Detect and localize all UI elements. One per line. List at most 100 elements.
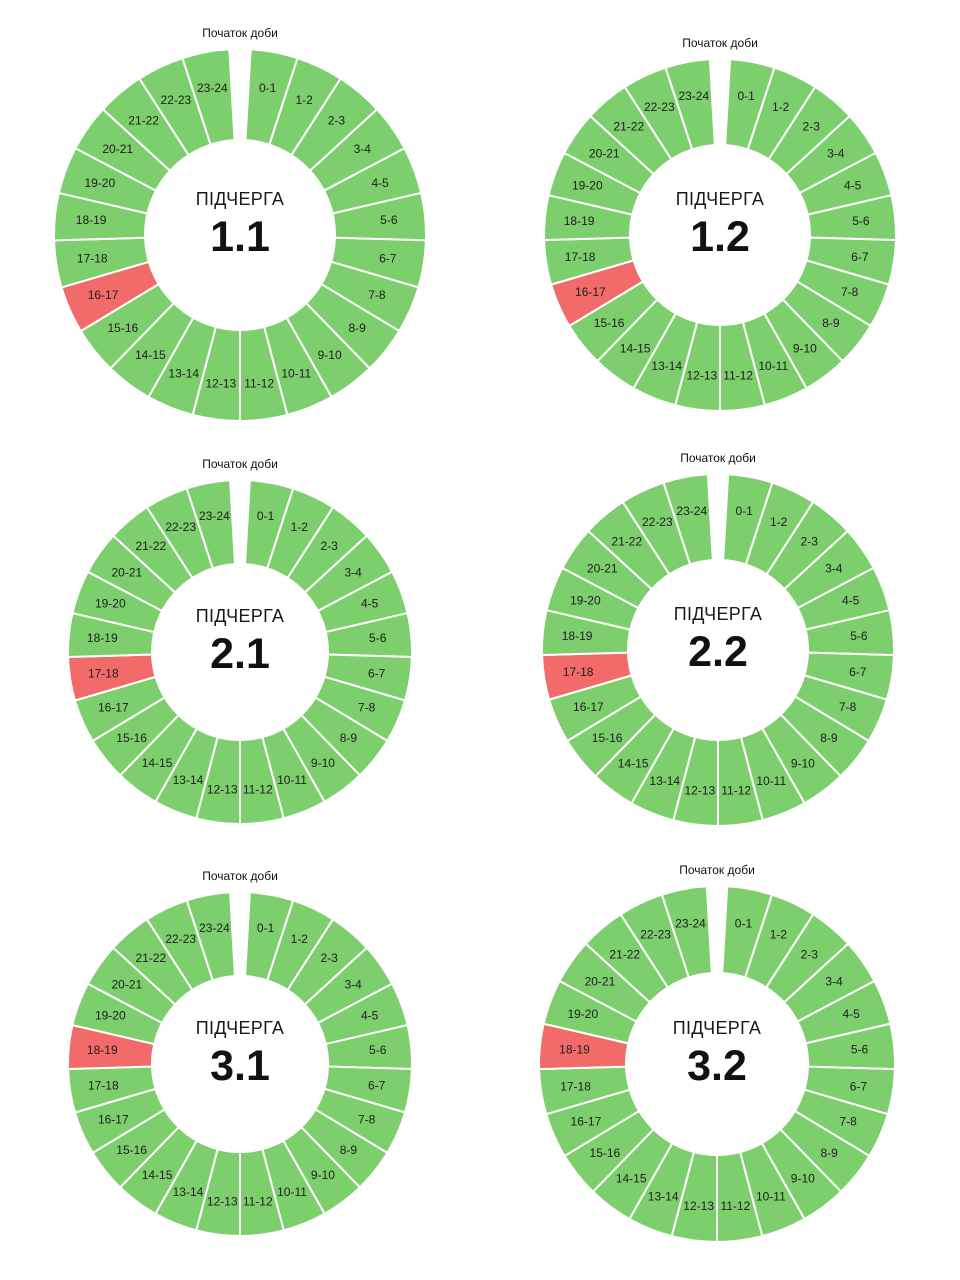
hour-label: 5-6 (369, 1043, 387, 1057)
hour-label: 14-15 (618, 756, 649, 770)
hour-label: 17-18 (565, 250, 596, 264)
hour-label: 19-20 (570, 594, 601, 608)
subqueue-number: 3.2 (687, 1042, 747, 1090)
hour-label: 15-16 (594, 316, 625, 330)
hour-label: 19-20 (95, 597, 126, 611)
hour-label: 8-9 (340, 1143, 358, 1157)
hour-label: 19-20 (572, 179, 603, 193)
hour-label: 10-11 (756, 1190, 786, 1204)
hour-label: 20-21 (585, 975, 616, 989)
hour-label: 6-7 (368, 667, 386, 681)
power-hour-segment (664, 58, 716, 151)
subqueue-donut-chart: 0-1 1-2 2-3 3-4 4-5 5-6 6-7 7-8 8-9 9-10 10-11 11-1… (53, 26, 427, 423)
hour-label: 10-11 (756, 774, 786, 788)
hour-label: 20-21 (112, 977, 143, 991)
hour-label: 12-13 (683, 1199, 714, 1213)
hour-label: 0-1 (738, 89, 756, 103)
hour-label: 5-6 (852, 214, 870, 228)
start-of-day-label: Початок доби (202, 26, 278, 40)
hour-label: 7-8 (839, 1115, 857, 1129)
hour-label: 2-3 (803, 120, 821, 134)
subqueue-word-label: ПІДЧЕРГА (196, 1018, 284, 1038)
subqueue-number: 2.1 (210, 630, 270, 678)
hour-label: 8-9 (820, 1146, 838, 1160)
subqueue-donut-chart: 0-1 1-2 2-3 3-4 4-5 5-6 6-7 7-8 8-9 9-10 10-11 11-1… (67, 869, 413, 1238)
hour-label: 3-4 (354, 142, 372, 156)
hour-label: 8-9 (348, 321, 366, 335)
hour-label: 16-17 (575, 285, 606, 299)
hour-label: 9-10 (793, 341, 817, 355)
hour-label: 5-6 (851, 1043, 869, 1057)
hour-label: 23-24 (199, 921, 230, 935)
hour-label: 12-13 (205, 376, 236, 390)
hour-label: 9-10 (311, 1168, 335, 1182)
hour-label: 14-15 (620, 341, 651, 355)
hour-label: 4-5 (372, 176, 390, 190)
hour-label: 13-14 (173, 1185, 204, 1199)
hour-label: 20-21 (589, 146, 620, 160)
hour-label: 13-14 (648, 1190, 679, 1204)
hour-label: 22-23 (161, 93, 192, 107)
power-hour-segment (185, 891, 236, 982)
hour-label: 8-9 (340, 731, 358, 745)
power-hour-segment (181, 48, 236, 146)
hour-label: 0-1 (257, 509, 275, 523)
hour-label: 1-2 (770, 928, 788, 942)
hour-label: 5-6 (369, 631, 387, 645)
hour-label: 10-11 (758, 359, 788, 373)
hour-label: 14-15 (135, 348, 166, 362)
hour-label: 19-20 (84, 176, 115, 190)
hour-label: 18-19 (87, 631, 118, 645)
subqueue-number: 1.1 (210, 213, 270, 261)
hour-label: 21-22 (611, 535, 642, 549)
hour-label: 21-22 (613, 120, 644, 134)
start-of-day-label: Початок доби (682, 36, 758, 50)
hour-label: 1-2 (291, 520, 309, 534)
hour-label: 17-18 (563, 665, 594, 679)
hour-label: 21-22 (609, 947, 640, 961)
hour-label: 16-17 (88, 288, 119, 302)
subqueue-word-label: ПІДЧЕРГА (196, 189, 284, 209)
hour-label: 17-18 (560, 1079, 591, 1093)
start-of-day-label: Початок доби (679, 863, 755, 877)
hour-label: 16-17 (98, 701, 129, 715)
hour-label: 13-14 (651, 359, 682, 373)
hour-label: 10-11 (277, 1185, 307, 1199)
hour-label: 21-22 (135, 951, 166, 965)
hour-label: 18-19 (559, 1043, 590, 1057)
hour-label: 1-2 (772, 100, 790, 114)
hour-label: 4-5 (361, 1009, 379, 1023)
hour-label: 12-13 (687, 368, 718, 382)
hour-label: 9-10 (791, 756, 815, 770)
hour-label: 0-1 (735, 916, 753, 930)
power-hour-segment (185, 479, 236, 570)
subqueue-word-label: ПІДЧЕРГА (674, 604, 762, 624)
hour-label: 16-17 (98, 1113, 129, 1127)
hour-label: 6-7 (368, 1079, 386, 1093)
hour-label: 15-16 (116, 731, 147, 745)
hour-label: 16-17 (571, 1115, 602, 1129)
subqueue-number: 1.2 (690, 213, 750, 261)
hour-label: 10-11 (281, 367, 311, 381)
hour-label: 18-19 (564, 214, 595, 228)
hour-label: 14-15 (142, 756, 173, 770)
hour-label: 22-23 (642, 515, 673, 529)
hour-label: 6-7 (851, 250, 869, 264)
hour-label: 3-4 (344, 565, 362, 579)
hour-label: 11-12 (720, 1199, 750, 1213)
hour-label: 9-10 (791, 1172, 815, 1186)
hour-label: 15-16 (592, 731, 623, 745)
hour-label: 1-2 (770, 515, 788, 529)
hour-label: 5-6 (850, 629, 868, 643)
subqueue-donut-chart: 0-1 1-2 2-3 3-4 4-5 5-6 6-7 7-8 8-9 9-10 10-11 11-1… (543, 36, 897, 413)
hour-label: 3-4 (825, 561, 843, 575)
hour-label: 14-15 (616, 1172, 647, 1186)
start-of-day-label: Початок доби (680, 451, 756, 465)
hour-label: 21-22 (135, 539, 166, 553)
hour-label: 13-14 (168, 367, 199, 381)
subqueue-donut-chart: 0-1 1-2 2-3 3-4 4-5 5-6 6-7 7-8 8-9 9-10 10-11 11-1… (67, 457, 413, 826)
power-hour-segment (660, 885, 713, 979)
hour-label: 0-1 (736, 504, 754, 518)
subqueue-word-label: ПІДЧЕРГА (676, 189, 764, 209)
hour-label: 15-16 (108, 321, 139, 335)
